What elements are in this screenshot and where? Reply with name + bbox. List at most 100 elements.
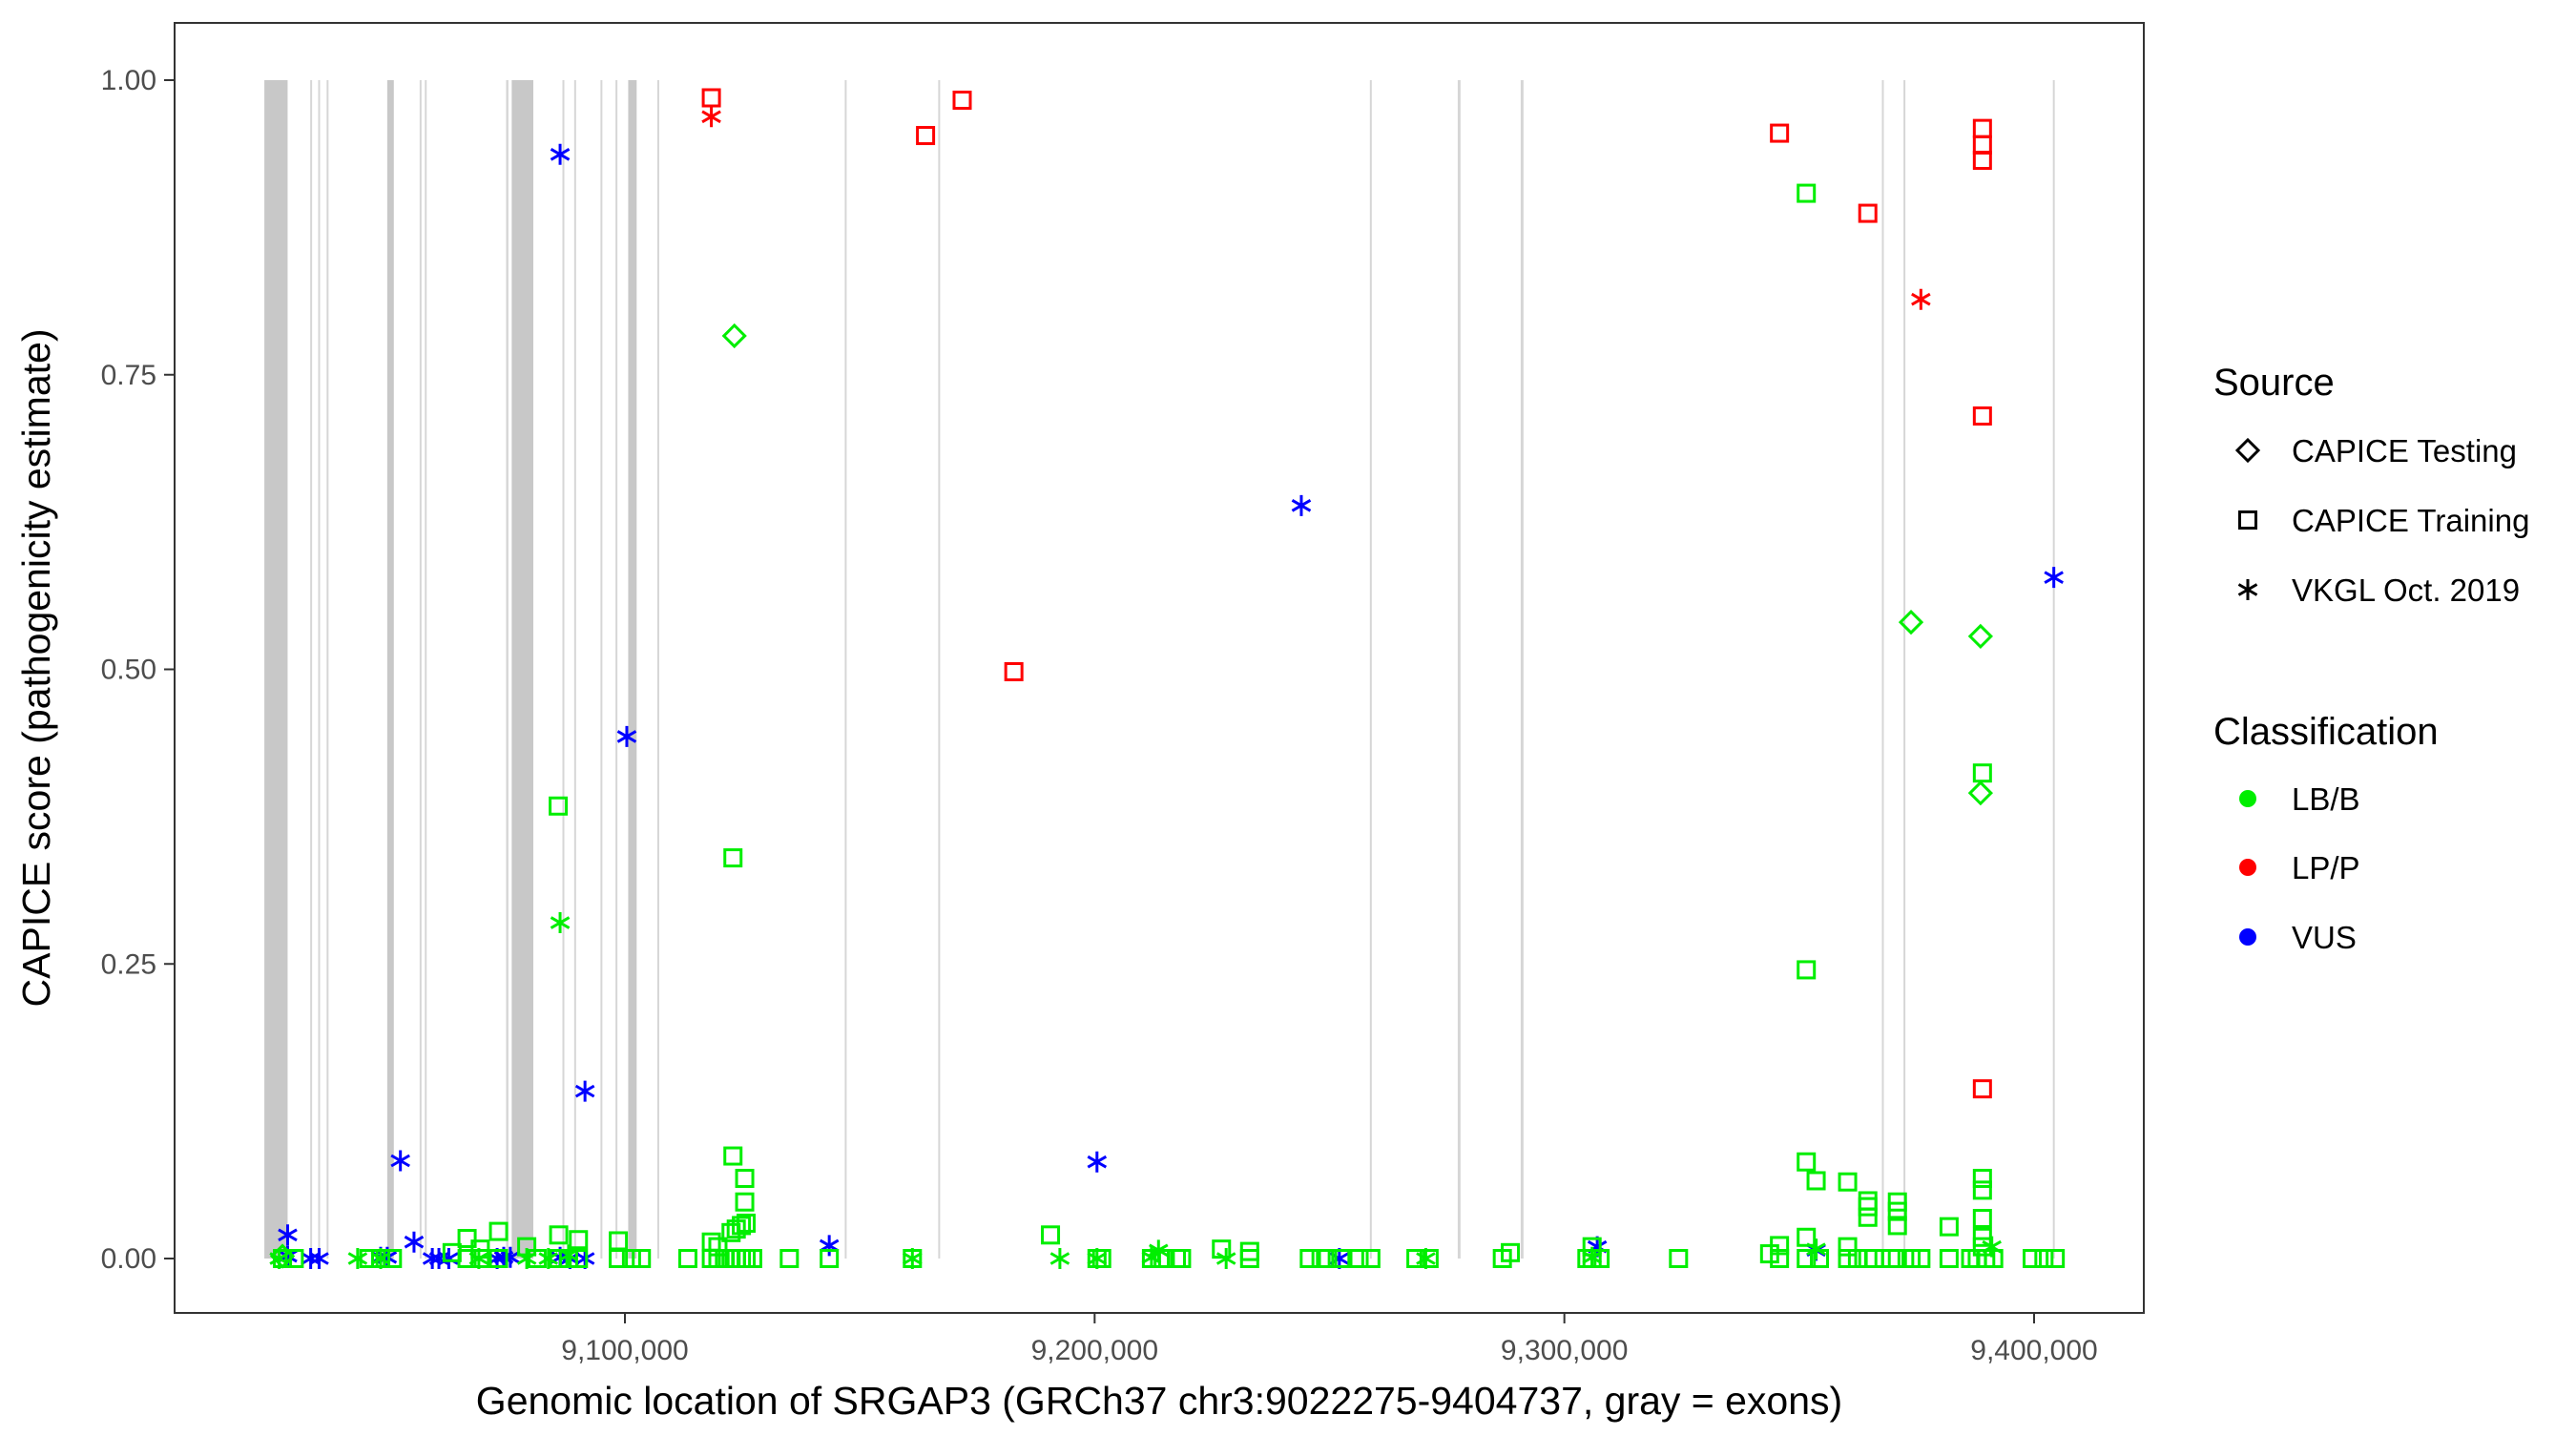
data-point-square — [1419, 1249, 1439, 1268]
legend-key-dot-icon — [2239, 928, 2256, 946]
data-point-square — [726, 1219, 746, 1239]
data-point-square — [284, 1249, 304, 1268]
data-point-square — [723, 1146, 743, 1166]
exon-band — [264, 80, 288, 1259]
data-point-square — [1972, 1169, 1992, 1189]
data-point-square — [2046, 1249, 2066, 1268]
exon-band — [310, 80, 313, 1259]
data-point-square — [723, 848, 743, 868]
data-point-square — [903, 1249, 923, 1268]
data-point-square — [1939, 1217, 1959, 1237]
exon-band — [844, 80, 847, 1259]
data-point-diamond — [1967, 623, 1993, 650]
data-point-square — [558, 1249, 578, 1268]
legend-label-capice-training: CAPICE Training — [2292, 503, 2529, 538]
data-point-square — [1239, 1249, 1259, 1268]
data-point-asterisk — [550, 912, 571, 934]
data-point-square — [1858, 203, 1878, 223]
data-point-square — [632, 1249, 652, 1268]
data-point-asterisk — [347, 1248, 368, 1269]
data-point-square — [1838, 1249, 1858, 1268]
data-point-square — [457, 1229, 477, 1249]
data-point-asterisk — [278, 1224, 298, 1246]
data-point-square — [1299, 1249, 1319, 1268]
data-point-asterisk — [301, 1248, 321, 1269]
exon-band — [386, 80, 394, 1259]
data-point-square — [1501, 1242, 1521, 1262]
data-point-square — [1797, 1249, 1817, 1268]
data-point-square — [517, 1237, 537, 1257]
exon-band — [326, 80, 329, 1259]
y-axis: 0.00 0.25 0.50 0.75 1.00 — [101, 65, 175, 1275]
data-point-square — [1972, 1209, 1992, 1229]
data-point-square — [1972, 150, 1992, 170]
data-point-square — [488, 1221, 509, 1241]
data-point-asterisk — [390, 1150, 410, 1172]
y-tick-label: 0.25 — [101, 948, 156, 980]
data-point-square — [1806, 1171, 1826, 1191]
data-point-square — [527, 1249, 547, 1268]
data-point-square — [383, 1249, 403, 1268]
data-point-square — [1887, 1201, 1907, 1221]
data-point-square — [1838, 1172, 1858, 1192]
x-tick-label: 9,300,000 — [1501, 1335, 1628, 1366]
data-point-square — [1590, 1249, 1610, 1268]
data-point-square — [1669, 1249, 1689, 1268]
legend: Source CAPICE Testing CAPICE Training VK… — [2213, 362, 2529, 955]
data-point-square — [1770, 1249, 1790, 1268]
data-point-square — [737, 1213, 757, 1233]
data-point-square — [779, 1249, 800, 1268]
legend-key-dot-icon — [2239, 790, 2256, 807]
y-axis-title: CAPICE score (pathogenicity estimate) — [14, 329, 58, 1008]
data-point-square — [549, 1225, 569, 1245]
data-point-square — [1972, 763, 1992, 783]
data-point-diamond — [721, 323, 747, 349]
data-point-square — [609, 1231, 629, 1251]
data-point-square — [1797, 1152, 1817, 1172]
data-point-square — [1797, 960, 1817, 980]
data-point-square — [735, 1192, 755, 1212]
data-point-asterisk — [538, 1248, 559, 1269]
x-axis: 9,100,000 9,200,000 9,300,000 9,400,000 — [561, 1313, 2098, 1366]
exon-band — [1881, 80, 1884, 1259]
data-point-square — [1939, 1249, 1959, 1268]
data-point-square — [1984, 1249, 2004, 1268]
data-point-square — [1172, 1249, 1192, 1268]
data-point-square — [1810, 1249, 1830, 1268]
data-point-asterisk — [1911, 288, 1931, 310]
exon-band — [2052, 80, 2055, 1259]
data-point-square — [621, 1249, 641, 1268]
data-point-square — [1759, 1244, 1779, 1264]
exon-band — [1520, 80, 1524, 1259]
data-point-square — [1212, 1239, 1232, 1259]
data-point-asterisk — [309, 1248, 329, 1269]
data-point-square — [1361, 1249, 1381, 1268]
data-point-square — [1887, 1216, 1907, 1236]
exon-band — [562, 80, 565, 1259]
data-point-square — [470, 1249, 490, 1268]
legend-label-lbb: LB/B — [2292, 781, 2360, 817]
legend-classification-title: Classification — [2213, 711, 2439, 753]
data-point-square — [820, 1249, 840, 1268]
data-point-square — [1091, 1249, 1111, 1268]
data-point-square — [273, 1249, 293, 1268]
data-point-square — [457, 1249, 477, 1268]
exon-band — [628, 80, 637, 1259]
data-point-square — [1887, 1249, 1907, 1268]
data-point-asterisk — [1291, 494, 1312, 516]
data-point-square — [1858, 1197, 1878, 1217]
data-point-square — [742, 1249, 762, 1268]
exon-band — [511, 80, 533, 1259]
legend-source-title: Source — [2213, 362, 2335, 404]
exon-band — [938, 80, 941, 1259]
data-point-diamond — [1898, 609, 1924, 635]
exon-band — [600, 80, 603, 1259]
data-point-square — [735, 1169, 755, 1189]
data-point-square — [1972, 1079, 1992, 1099]
data-point-asterisk — [574, 1080, 595, 1102]
data-point-square — [708, 1237, 728, 1257]
exon-band — [318, 80, 321, 1259]
data-point-square — [1041, 1225, 1061, 1245]
y-tick-label: 0.75 — [101, 360, 156, 391]
